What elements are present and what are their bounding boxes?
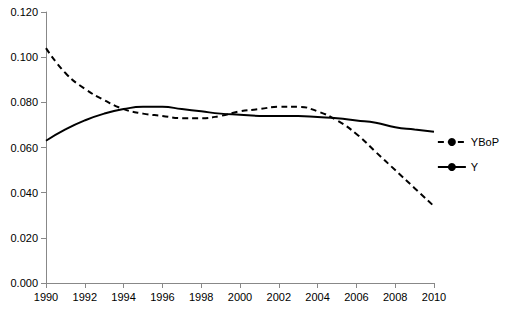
svg-text:2006: 2006 (344, 291, 368, 303)
svg-text:YBoP: YBoP (471, 136, 499, 148)
svg-text:2008: 2008 (383, 291, 407, 303)
svg-text:1990: 1990 (34, 291, 58, 303)
svg-text:2010: 2010 (422, 291, 446, 303)
svg-text:0.120: 0.120 (10, 6, 38, 18)
svg-text:1998: 1998 (189, 291, 213, 303)
svg-text:0.100: 0.100 (10, 51, 38, 63)
svg-text:0.060: 0.060 (10, 142, 38, 154)
svg-text:0.020: 0.020 (10, 232, 38, 244)
svg-text:2000: 2000 (228, 291, 252, 303)
svg-text:Y: Y (471, 161, 479, 173)
svg-text:1996: 1996 (150, 291, 174, 303)
svg-text:1992: 1992 (73, 291, 97, 303)
svg-text:2004: 2004 (305, 291, 329, 303)
svg-text:1994: 1994 (111, 291, 135, 303)
svg-text:0.040: 0.040 (10, 187, 38, 199)
svg-text:0.000: 0.000 (10, 277, 38, 289)
svg-text:0.080: 0.080 (10, 96, 38, 108)
svg-text:2002: 2002 (267, 291, 291, 303)
